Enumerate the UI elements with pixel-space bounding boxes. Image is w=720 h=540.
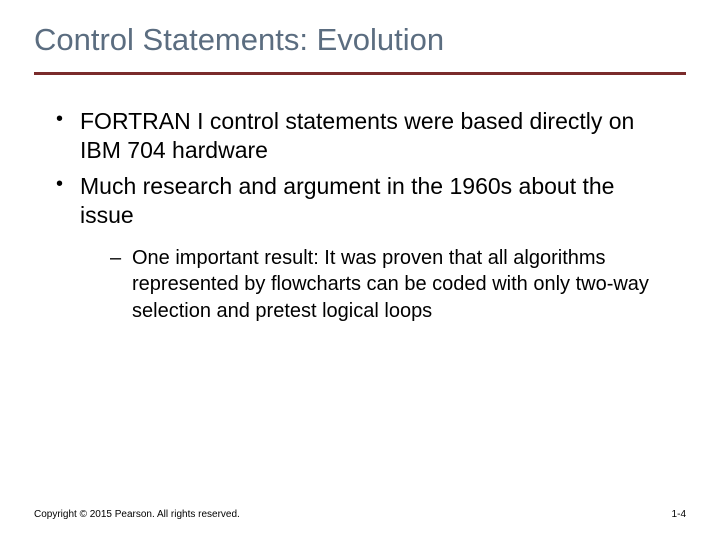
slide: Control Statements: Evolution FORTRAN I … (0, 0, 720, 540)
list-item: FORTRAN I control statements were based … (54, 107, 666, 166)
list-item: Much research and argument in the 1960s … (54, 172, 666, 324)
copyright-text: Copyright © 2015 Pearson. All rights res… (34, 509, 240, 520)
page-title: Control Statements: Evolution (0, 0, 720, 66)
bullet-text: Much research and argument in the 1960s … (80, 173, 614, 228)
page-number: 1-4 (672, 509, 686, 520)
bullet-list: FORTRAN I control statements were based … (54, 107, 666, 324)
bullet-text: One important result: It was proven that… (132, 247, 649, 322)
content-area: FORTRAN I control statements were based … (0, 75, 720, 324)
bullet-text: FORTRAN I control statements were based … (80, 108, 634, 163)
sub-bullet-list: One important result: It was proven that… (80, 245, 666, 324)
list-item: One important result: It was proven that… (110, 245, 666, 324)
footer: Copyright © 2015 Pearson. All rights res… (34, 509, 686, 520)
